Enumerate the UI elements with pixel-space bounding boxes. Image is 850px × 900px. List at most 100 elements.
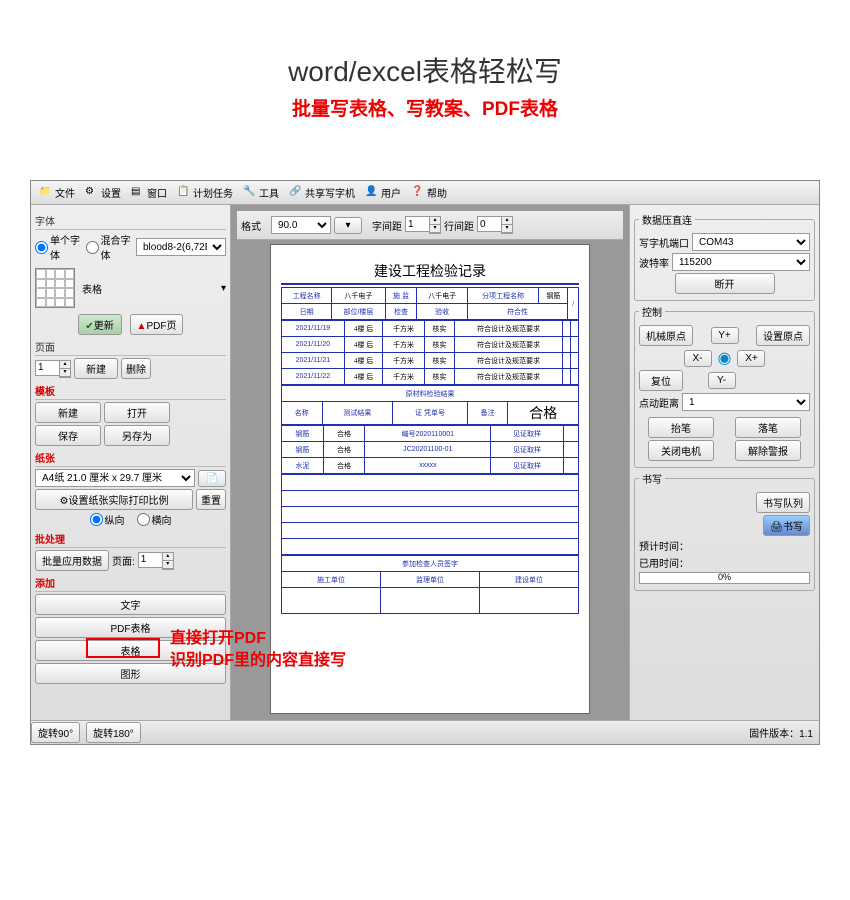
template-open-button[interactable]: 打开 [104,402,170,423]
help-icon: ❓ [411,186,425,200]
radio-single-font[interactable]: 单个字体 [35,232,83,262]
template-save-button[interactable]: 保存 [35,425,101,446]
template-new-button[interactable]: 新建 [35,402,101,423]
size-dropdown[interactable]: ▾ [334,217,362,234]
pen-down-button[interactable]: 落笔 [735,417,801,438]
paper-select[interactable]: A4纸 21.0 厘米 x 29.7 厘米 [35,469,195,487]
folder-icon: 📁 [39,186,53,200]
write-group: 书写 书写队列 🖨书写 预计时间： 已用时间： 0% [634,471,815,591]
y-plus-button[interactable]: Y+ [711,327,739,344]
doc-sub-table: 原材料检验结果 名称测试结果证 凭单号备注合格 [281,385,579,425]
x-plus-button[interactable]: X+ [737,350,765,367]
batch-apply-button[interactable]: 批量应用数据 [35,550,109,571]
add-text-button[interactable]: 文字 [35,594,226,615]
disconnect-button[interactable]: 断开 [675,273,775,294]
used-time-label: 已用时间： [639,555,689,570]
batch-section-label: 批处理 [35,531,226,548]
template-saveas-button[interactable]: 另存为 [104,425,170,446]
toolbar-tools[interactable]: 🔧工具 [239,184,283,201]
write-queue-button[interactable]: 书写队列 [756,492,810,513]
format-label: 格式 [241,218,261,233]
font-section-label: 字体 [35,213,226,230]
application-window: 📁文件 ⚙设置 ▤窗口 📋计划任务 🔧工具 🔗共享写字机 👤用户 ❓帮助 字体 … [30,180,820,745]
char-spacing-spinner[interactable]: ▴▾ [405,216,441,234]
jog-distance-label: 点动距离 [639,395,679,410]
share-icon: 🔗 [289,186,303,200]
toolbar-share[interactable]: 🔗共享写字机 [285,184,359,201]
control-group: 控制 机械原点 Y+ 设置原点 X- ◉ X+ 复位 Y- 点动距离1 [634,304,815,468]
delete-page-button[interactable]: 删除 [121,358,151,379]
doc-title: 建设工程检验记录 [281,259,579,285]
motor-off-button[interactable]: 关闭电机 [648,440,714,461]
update-button[interactable]: ✔更新 [78,314,122,335]
add-section-label: 添加 [35,575,226,592]
pdf-page-button[interactable]: ▲PDF页 [130,314,184,335]
doc-signature-table: 参加检查人员签字 施工单位监理单位建设单位 [281,555,579,614]
rotate-90-button[interactable]: 旋转90° [31,722,80,743]
toolbar-schedule[interactable]: 📋计划任务 [173,184,237,201]
doc-sub-rows: 钢筋合格编号2020110001见证取样 钢筋合格JC20201100-01见证… [281,425,579,474]
paper-section-label: 纸张 [35,450,226,467]
page-number-spinner[interactable]: ▴▾ [35,360,71,378]
new-page-button[interactable]: 新建 [74,358,118,379]
template-section-label: 模板 [35,383,226,400]
write-progress-bar: 0% [639,572,810,584]
mech-origin-button[interactable]: 机械原点 [639,325,693,346]
main-toolbar: 📁文件 ⚙设置 ▤窗口 📋计划任务 🔧工具 🔗共享写字机 👤用户 ❓帮助 [31,181,819,205]
bottom-bar: 旋转90° 旋转180° 固件版本：1.1 [31,720,819,744]
wrench-icon: 🔧 [243,186,257,200]
promo-subtitle: 批量写表格、写教案、PDF表格 [0,94,850,121]
est-time-label: 预计时间： [639,538,689,553]
y-minus-button[interactable]: Y- [708,372,736,389]
reset-pos-button[interactable]: 复位 [639,370,683,391]
write-button[interactable]: 🖨书写 [763,515,810,536]
char-spacing-label: 字间距 [372,218,402,233]
pen-up-button[interactable]: 抬笔 [648,417,714,438]
toolbar-user[interactable]: 👤用户 [361,184,405,201]
window-icon: ▤ [131,186,145,200]
port-label: 写字机端口 [639,235,689,250]
home-icon[interactable]: ◉ [718,348,732,368]
table-label: 表格 [82,281,102,296]
doc-empty-rows [281,474,579,555]
port-select[interactable]: COM43 [692,233,810,251]
font-select[interactable]: blood8-2(6,72B个) [136,238,226,256]
baud-label: 波特率 [639,255,669,270]
radio-mix-font[interactable]: 混合字体 [86,232,134,262]
line-spacing-label: 行间距 [444,218,474,233]
user-icon: 👤 [365,186,379,200]
toolbar-file[interactable]: 📁文件 [35,184,79,201]
doc-header-table: 工程名称八千电子 施 监八千电子 分项工程名称钢筋 / 日期部位/楼层 检查验收… [281,287,579,320]
reset-paper-button[interactable]: 重置 [196,489,226,510]
dropdown-icon[interactable]: ▾ [221,283,226,294]
doc-rows-table: 2021/11/194楼 后千方米核实符合设计及规范要求2021/11/204楼… [281,320,579,385]
page-section-label: 页面 [35,339,226,356]
batch-page-label: 页面: [112,553,135,568]
jog-distance-select[interactable]: 1 [682,393,810,411]
rotate-180-button[interactable]: 旋转180° [86,722,141,743]
promo-title: word/excel表格轻松写 [0,50,850,90]
radio-landscape[interactable]: 横向 [137,512,172,527]
table-grid-icon[interactable] [35,268,75,308]
radio-portrait[interactable]: 纵向 [90,512,125,527]
gear-icon: ⚙ [85,186,99,200]
batch-page-spinner[interactable]: ▴▾ [138,552,174,570]
paper-confirm-button[interactable]: 📄 [198,470,226,487]
toolbar-settings[interactable]: ⚙设置 [81,184,125,201]
pdf-callout-box [86,638,160,658]
connection-group: 数据压直连 写字机端口COM43 波特率115200 断开 [634,212,815,301]
calendar-icon: 📋 [177,186,191,200]
size-select[interactable]: 90.0 [271,216,331,234]
toolbar-help[interactable]: ❓帮助 [407,184,451,201]
set-print-ratio-button[interactable]: ⚙设置纸张实际打印比例 [35,489,193,510]
printer-icon: 🖨 [770,522,783,533]
x-minus-button[interactable]: X- [684,350,712,367]
clear-alarm-button[interactable]: 解除警报 [735,440,801,461]
set-origin-button[interactable]: 设置原点 [756,325,810,346]
line-spacing-spinner[interactable]: ▴▾ [477,216,513,234]
right-panel: 数据压直连 写字机端口COM43 波特率115200 断开 控制 机械原点 Y+… [629,205,819,720]
firmware-version-label: 固件版本：1.1 [749,725,813,740]
pdf-callout-text: 直接打开PDF 识别PDF里的内容直接写 [170,628,346,673]
baud-select[interactable]: 115200 [672,253,810,271]
toolbar-window[interactable]: ▤窗口 [127,184,171,201]
